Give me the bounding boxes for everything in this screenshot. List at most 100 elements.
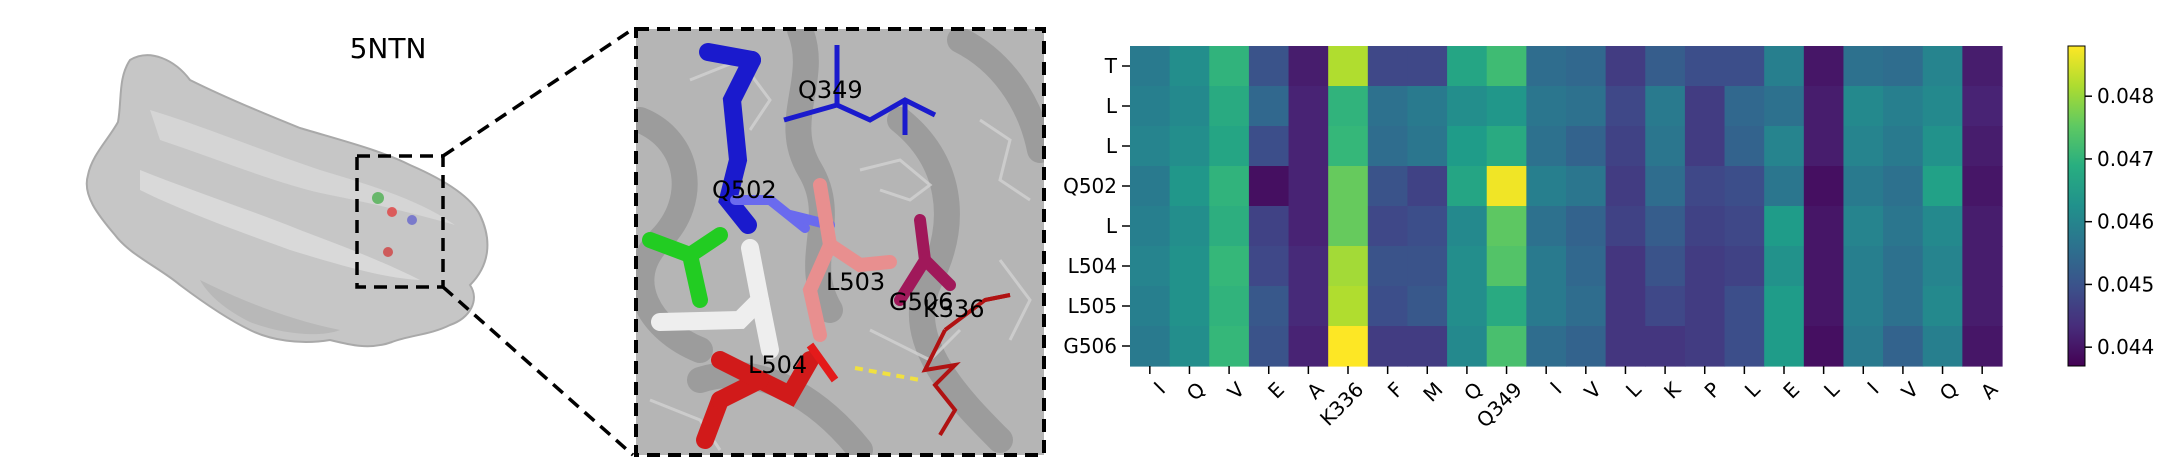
heatmap-cell bbox=[1328, 46, 1369, 87]
heatmap-cell bbox=[1724, 286, 1765, 327]
heatmap-cell bbox=[1962, 86, 2003, 127]
colorbar-tick-label: 0.045 bbox=[2097, 272, 2154, 296]
heatmap-cell bbox=[1645, 206, 1686, 247]
heatmap-cell bbox=[1130, 166, 1171, 207]
heatmap-cell bbox=[1367, 206, 1409, 247]
x-tick-label: K336 bbox=[1315, 377, 1368, 430]
heatmap-cell bbox=[1526, 206, 1567, 247]
heatmap-cell bbox=[1248, 246, 1290, 287]
heatmap-cell bbox=[1803, 326, 1845, 367]
colorbar-tick-label: 0.046 bbox=[2097, 210, 2154, 234]
heatmap-cell bbox=[1922, 126, 1963, 167]
heatmap-cell bbox=[1645, 46, 1686, 87]
heatmap-cell bbox=[1883, 206, 1924, 247]
heatmap-cell bbox=[1962, 246, 2003, 287]
heatmap-cell bbox=[1328, 286, 1369, 327]
heatmap-cell bbox=[1130, 286, 1171, 327]
heatmap-cell bbox=[1288, 46, 1329, 87]
heatmap-cell bbox=[1605, 86, 1646, 127]
heatmap-cell bbox=[1169, 126, 1210, 167]
heatmap-cell bbox=[1843, 126, 1884, 167]
residue-label-l504: L504 bbox=[748, 351, 807, 379]
heatmap-cell bbox=[1724, 326, 1765, 367]
heatmap-cell bbox=[1922, 46, 1963, 87]
heatmap-cell bbox=[1843, 286, 1884, 327]
heatmap-cell bbox=[1328, 206, 1369, 247]
heatmap-cell bbox=[1724, 126, 1765, 167]
protein-surface bbox=[85, 54, 489, 348]
heatmap-cell bbox=[1764, 206, 1805, 247]
heatmap-cell bbox=[1645, 86, 1686, 127]
heatmap-cell bbox=[1209, 46, 1250, 87]
heatmap-cell bbox=[1843, 86, 1884, 127]
heatmap-cell bbox=[1328, 126, 1369, 167]
heatmap-cell bbox=[1169, 326, 1210, 367]
x-tick-label: E bbox=[1778, 377, 1804, 403]
heatmap-cell bbox=[1962, 286, 2003, 327]
heatmap-cell bbox=[1724, 246, 1765, 287]
heatmap-cell bbox=[1566, 326, 1607, 367]
heatmap-cell bbox=[1645, 246, 1686, 287]
heatmap-cell bbox=[1367, 246, 1409, 287]
heatmap-cell bbox=[1843, 206, 1884, 247]
heatmap-cell bbox=[1566, 246, 1607, 287]
heatmap-cell bbox=[1962, 126, 2003, 167]
heatmap-cell bbox=[1407, 126, 1448, 167]
heatmap-cell bbox=[1248, 326, 1290, 367]
x-tick-label: E bbox=[1263, 377, 1289, 403]
heatmap-cell bbox=[1486, 126, 1527, 167]
heatmap-cell bbox=[1605, 246, 1646, 287]
heatmap-cell bbox=[1883, 126, 1924, 167]
heatmap-cell bbox=[1883, 46, 1924, 87]
heatmap-cell bbox=[1169, 246, 1210, 287]
heatmap-cell bbox=[1169, 166, 1210, 207]
x-tick-label: L bbox=[1621, 377, 1646, 402]
heatmap-cell bbox=[1684, 326, 1726, 367]
heatmap-cell bbox=[1922, 286, 1963, 327]
heatmap-cell bbox=[1130, 46, 1171, 87]
heatmap-cell bbox=[1526, 286, 1567, 327]
heatmap-cell bbox=[1566, 126, 1607, 167]
heatmap-cell bbox=[1764, 246, 1805, 287]
heatmap-cell bbox=[1407, 86, 1448, 127]
heatmap-cell bbox=[1526, 126, 1567, 167]
heatmap-cell bbox=[1526, 326, 1567, 367]
heatmap-cell bbox=[1843, 166, 1884, 207]
protein-surface-panel: 5NTN bbox=[85, 27, 635, 457]
y-tick-label: L bbox=[1106, 214, 1118, 238]
heatmap-cell bbox=[1288, 86, 1329, 127]
heatmap-cell bbox=[1764, 166, 1805, 207]
x-tick-label: M bbox=[1418, 377, 1447, 406]
heatmap-cell bbox=[1130, 126, 1171, 167]
x-tick-label: K bbox=[1659, 377, 1686, 404]
residue-label-l503: L503 bbox=[826, 268, 885, 296]
heatmap-cell bbox=[1486, 166, 1527, 207]
x-tick-label: A bbox=[1976, 377, 2003, 404]
heatmap-cell bbox=[1367, 326, 1409, 367]
heatmap-cell bbox=[1248, 206, 1290, 247]
heatmap-cell bbox=[1447, 326, 1488, 367]
heatmap-cell bbox=[1645, 166, 1686, 207]
x-tick-label: V bbox=[1579, 377, 1606, 404]
heatmap-cell bbox=[1288, 246, 1329, 287]
heatmap-cell bbox=[1605, 126, 1646, 167]
colorbar-tick-label: 0.047 bbox=[2097, 147, 2154, 171]
heatmap-cell bbox=[1803, 166, 1845, 207]
y-tick-label: L bbox=[1106, 94, 1118, 118]
heatmap-cell bbox=[1130, 86, 1171, 127]
heatmap-cell bbox=[1328, 326, 1369, 367]
heatmap-cell bbox=[1526, 246, 1567, 287]
heatmap-cell bbox=[1883, 326, 1924, 367]
heatmap-cell bbox=[1407, 206, 1448, 247]
heatmap-cell bbox=[1407, 166, 1448, 207]
residue-label-k336: K336 bbox=[923, 295, 985, 323]
heatmap-cell bbox=[1447, 126, 1488, 167]
x-tick-label: V bbox=[1897, 377, 1924, 404]
colorbar bbox=[2067, 45, 2086, 367]
heatmap-cell bbox=[1605, 46, 1646, 87]
pdb-id-label: 5NTN bbox=[350, 32, 427, 65]
y-tick-label: L bbox=[1106, 134, 1118, 158]
heatmap-cell bbox=[1803, 126, 1845, 167]
